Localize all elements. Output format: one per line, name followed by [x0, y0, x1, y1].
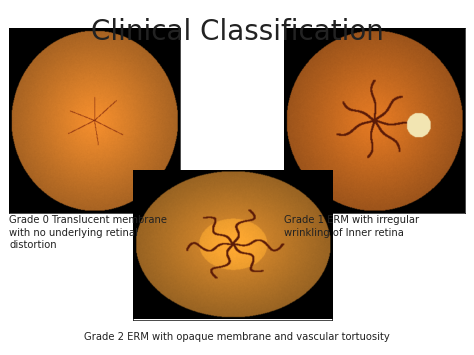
Text: Clinical Classification: Clinical Classification [91, 18, 383, 46]
Text: Grade 0 Translucent membrane
with no underlying retinal
distortion: Grade 0 Translucent membrane with no und… [9, 215, 167, 250]
Text: Grade 2 ERM with opaque membrane and vascular tortuosity: Grade 2 ERM with opaque membrane and vas… [84, 332, 390, 342]
Text: Grade 1 ERM with irregular
wrinkling of Inner retina: Grade 1 ERM with irregular wrinkling of … [284, 215, 419, 237]
